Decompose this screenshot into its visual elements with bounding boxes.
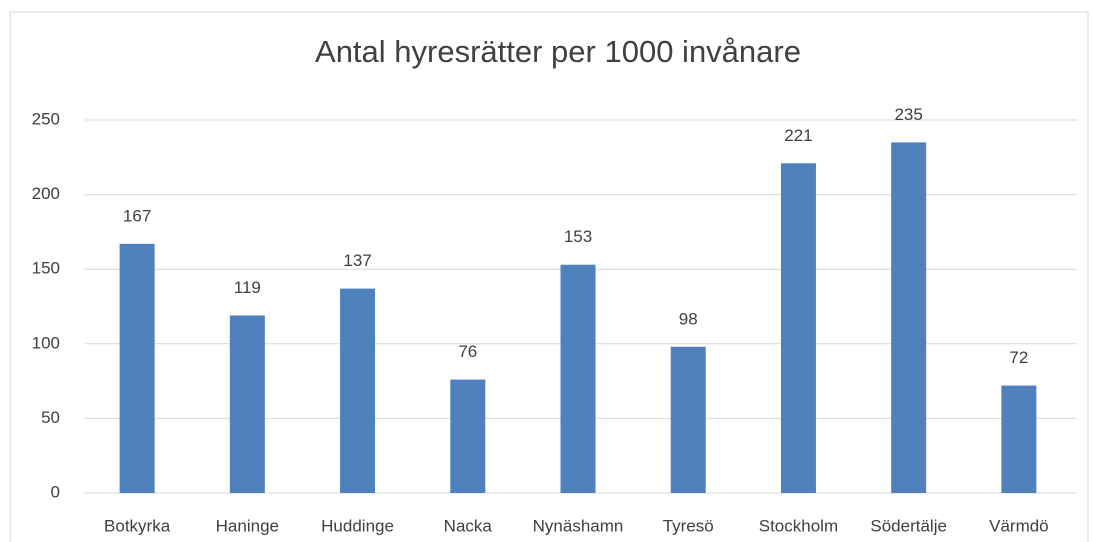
x-tick-label: Värmdö bbox=[989, 516, 1049, 535]
x-tick-label: Nynäshamn bbox=[533, 516, 624, 535]
bar bbox=[780, 163, 816, 493]
data-label: 119 bbox=[234, 278, 261, 297]
y-tick-label: 100 bbox=[32, 333, 60, 352]
x-tick-label: Tyresö bbox=[663, 516, 714, 535]
bar bbox=[340, 288, 376, 493]
chart-title: Antal hyresrätter per 1000 invånare bbox=[315, 34, 801, 69]
y-tick-label: 200 bbox=[32, 184, 60, 203]
x-tick-label: Stockholm bbox=[759, 516, 838, 535]
bar bbox=[891, 142, 927, 493]
x-tick-label: Haninge bbox=[216, 516, 279, 535]
data-label: 167 bbox=[123, 206, 151, 225]
bar bbox=[229, 315, 265, 493]
y-tick-label: 50 bbox=[41, 408, 60, 427]
bar bbox=[119, 243, 155, 493]
data-label: 153 bbox=[564, 227, 592, 246]
x-tick-label: Nacka bbox=[444, 516, 493, 535]
bar bbox=[1001, 385, 1037, 493]
x-tick-label: Södertälje bbox=[870, 516, 947, 535]
data-label: 76 bbox=[458, 342, 477, 361]
y-tick-label: 150 bbox=[32, 259, 60, 278]
data-label: 235 bbox=[894, 105, 922, 124]
y-tick-label: 0 bbox=[51, 482, 60, 501]
data-label: 137 bbox=[343, 251, 371, 270]
y-tick-label: 250 bbox=[32, 109, 60, 128]
bar bbox=[670, 346, 706, 493]
x-tick-label: Huddinge bbox=[321, 516, 394, 535]
data-label: 98 bbox=[679, 309, 698, 328]
data-label: 72 bbox=[1009, 348, 1028, 367]
bar bbox=[560, 264, 596, 493]
x-tick-label: Botkyrka bbox=[104, 516, 171, 535]
data-label: 221 bbox=[784, 126, 812, 145]
chart-border bbox=[9, 11, 1089, 542]
bar bbox=[450, 379, 486, 493]
